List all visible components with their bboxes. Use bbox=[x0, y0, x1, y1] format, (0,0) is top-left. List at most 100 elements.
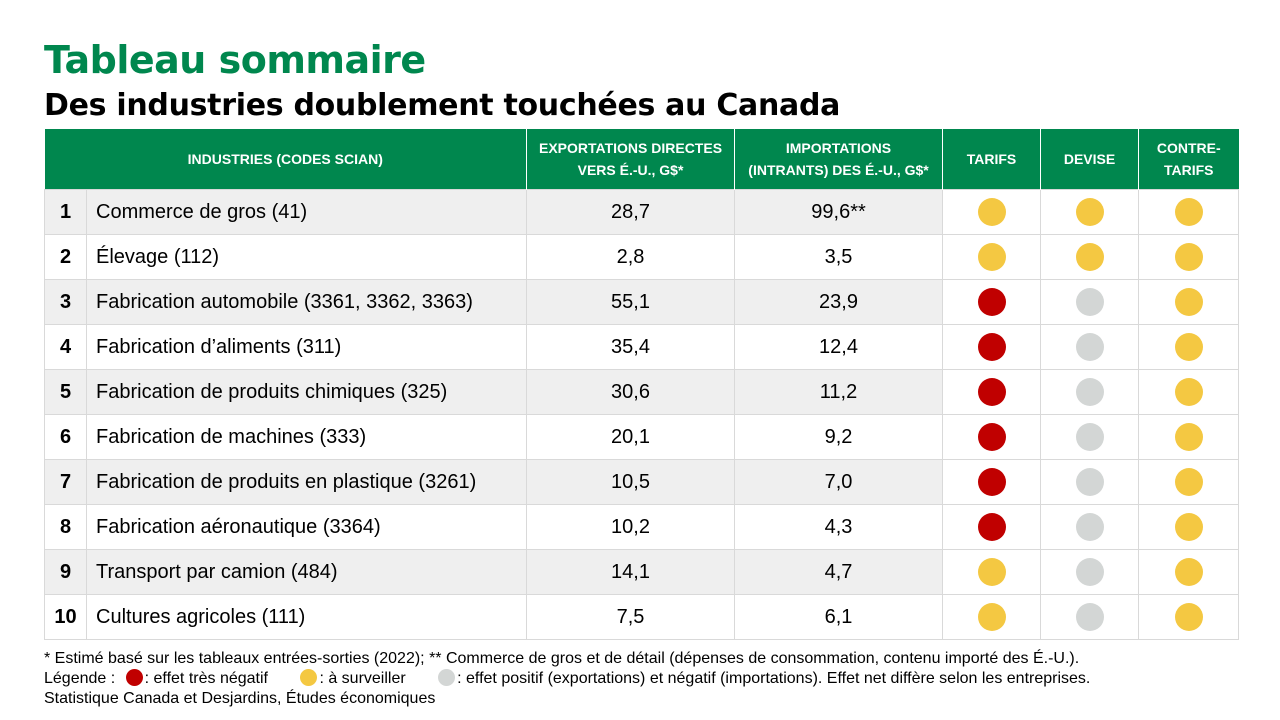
row-imports-value: 3,5 bbox=[734, 234, 944, 280]
legend-red-dot-icon bbox=[125, 669, 143, 686]
row-contre-cell bbox=[1138, 234, 1240, 280]
row-contre-cell bbox=[1138, 369, 1240, 415]
row-devise-cell bbox=[1040, 459, 1140, 505]
row-tarifs-cell bbox=[942, 189, 1042, 235]
page-subtitle: Des industries doublement touchées au Ca… bbox=[44, 88, 841, 123]
row-devise-cell bbox=[1040, 189, 1140, 235]
table-row: 7 Fabrication de produits en plastique (3… bbox=[44, 459, 1240, 505]
row-imports-value: 9,2 bbox=[734, 414, 944, 460]
legend: Légende : : effet très négatif : à surve… bbox=[44, 669, 1264, 689]
row-devise-cell bbox=[1040, 324, 1140, 370]
header-devise: DEVISE bbox=[1040, 129, 1140, 190]
row-rank: 6 bbox=[44, 414, 87, 460]
legend-grey-text: : effet positif (exportations) et négati… bbox=[457, 670, 1091, 687]
row-contre-cell bbox=[1138, 279, 1240, 325]
status-dot-icon bbox=[1075, 423, 1104, 451]
header-imports: IMPORTATIONS (INTRANTS) DES É.-U., G$* bbox=[734, 129, 944, 190]
status-dot-icon bbox=[1075, 288, 1104, 316]
row-tarifs-cell bbox=[942, 324, 1042, 370]
row-industry-name: Fabrication d’aliments (311) bbox=[85, 324, 528, 370]
row-exports-value: 10,2 bbox=[526, 504, 736, 550]
row-rank: 1 bbox=[44, 189, 87, 235]
status-dot-icon bbox=[977, 423, 1006, 451]
row-exports-value: 20,1 bbox=[526, 414, 736, 460]
header-contre-tarifs: CONTRE- TARIFS bbox=[1138, 129, 1239, 190]
row-industry-name: Transport par camion (484) bbox=[85, 549, 528, 595]
status-dot-icon bbox=[1174, 513, 1203, 541]
header-tarifs: TARIFS bbox=[942, 129, 1042, 190]
row-imports-value: 7,0 bbox=[734, 459, 944, 505]
status-dot-icon bbox=[977, 558, 1006, 586]
header-contre-line1: CONTRE- bbox=[1156, 140, 1221, 156]
legend-red-text: : effet très négatif bbox=[144, 670, 268, 687]
row-imports-value: 23,9 bbox=[734, 279, 944, 325]
row-exports-value: 14,1 bbox=[526, 549, 736, 595]
header-exports-line1: EXPORTATIONS DIRECTES bbox=[538, 140, 723, 156]
status-dot-icon bbox=[1075, 603, 1104, 631]
row-industry-name: Élevage (112) bbox=[85, 234, 528, 280]
legend-grey-dot-icon bbox=[438, 669, 456, 686]
row-imports-value: 4,7 bbox=[734, 549, 944, 595]
row-rank: 8 bbox=[44, 504, 87, 550]
row-tarifs-cell bbox=[942, 459, 1042, 505]
row-exports-value: 30,6 bbox=[526, 369, 736, 415]
row-imports-value: 99,6** bbox=[734, 189, 944, 235]
row-tarifs-cell bbox=[942, 369, 1042, 415]
row-exports-value: 10,5 bbox=[526, 459, 736, 505]
row-rank: 9 bbox=[44, 549, 87, 595]
row-industry-name: Commerce de gros (41) bbox=[85, 189, 528, 235]
row-industry-name: Fabrication de produits en plastique (32… bbox=[85, 459, 528, 505]
row-exports-value: 2,8 bbox=[526, 234, 736, 280]
row-devise-cell bbox=[1040, 279, 1140, 325]
table-row: 1 Commerce de gros (41) 28,7 99,6** bbox=[44, 189, 1240, 235]
header-industries: INDUSTRIES (CODES SCIAN) bbox=[44, 129, 528, 190]
row-devise-cell bbox=[1040, 549, 1140, 595]
status-dot-icon bbox=[1075, 243, 1104, 271]
table-row: 3 Fabrication automobile (3361, 3362, 336… bbox=[44, 279, 1240, 325]
row-exports-value: 28,7 bbox=[526, 189, 736, 235]
row-rank: 10 bbox=[44, 594, 87, 640]
header-contre-line2: TARIFS bbox=[1164, 162, 1214, 178]
row-tarifs-cell bbox=[942, 414, 1042, 460]
summary-table: INDUSTRIES (CODES SCIAN) EXPORTATIONS DI… bbox=[44, 129, 1240, 640]
page-title: Tableau sommaire bbox=[44, 38, 426, 82]
row-tarifs-cell bbox=[942, 279, 1042, 325]
row-exports-value: 55,1 bbox=[526, 279, 736, 325]
row-tarifs-cell bbox=[942, 594, 1042, 640]
row-tarifs-cell bbox=[942, 549, 1042, 595]
row-imports-value: 6,1 bbox=[734, 594, 944, 640]
footnote-source: Statistique Canada et Desjardins, Études… bbox=[44, 690, 436, 707]
status-dot-icon bbox=[1075, 198, 1104, 226]
row-industry-name: Cultures agricoles (111) bbox=[85, 594, 528, 640]
header-imports-line2: (INTRANTS) DES É.-U., G$* bbox=[748, 162, 929, 178]
row-contre-cell bbox=[1138, 324, 1240, 370]
status-dot-icon bbox=[977, 513, 1006, 541]
status-dot-icon bbox=[977, 243, 1006, 271]
table-row: 5 Fabrication de produits chimiques (325)… bbox=[44, 369, 1240, 415]
row-industry-name: Fabrication aéronautique (3364) bbox=[85, 504, 528, 550]
row-imports-value: 12,4 bbox=[734, 324, 944, 370]
row-imports-value: 11,2 bbox=[734, 369, 944, 415]
row-rank: 4 bbox=[44, 324, 87, 370]
row-contre-cell bbox=[1138, 414, 1240, 460]
status-dot-icon bbox=[1075, 333, 1104, 361]
table-body: 1 Commerce de gros (41) 28,7 99,6** 2 Élevage… bbox=[44, 189, 1240, 640]
row-contre-cell bbox=[1138, 594, 1240, 640]
row-tarifs-cell bbox=[942, 504, 1042, 550]
row-devise-cell bbox=[1040, 414, 1140, 460]
row-contre-cell bbox=[1138, 549, 1240, 595]
row-industry-name: Fabrication de machines (333) bbox=[85, 414, 528, 460]
row-exports-value: 35,4 bbox=[526, 324, 736, 370]
row-tarifs-cell bbox=[942, 234, 1042, 280]
footnote: * Estimé basé sur les tableaux entrées-s… bbox=[44, 649, 1264, 709]
header-imports-line1: IMPORTATIONS bbox=[785, 140, 892, 156]
status-dot-icon bbox=[1075, 558, 1104, 586]
table-header-row: INDUSTRIES (CODES SCIAN) EXPORTATIONS DI… bbox=[44, 129, 1239, 190]
status-dot-icon bbox=[1174, 288, 1203, 316]
header-exports: EXPORTATIONS DIRECTES VERS É.-U., G$* bbox=[526, 129, 736, 190]
table-row: 9 Transport par camion (484) 14,1 4,7 bbox=[44, 549, 1240, 595]
legend-label: Légende : bbox=[44, 670, 116, 687]
status-dot-icon bbox=[977, 468, 1006, 496]
status-dot-icon bbox=[1174, 198, 1203, 226]
status-dot-icon bbox=[977, 288, 1006, 316]
